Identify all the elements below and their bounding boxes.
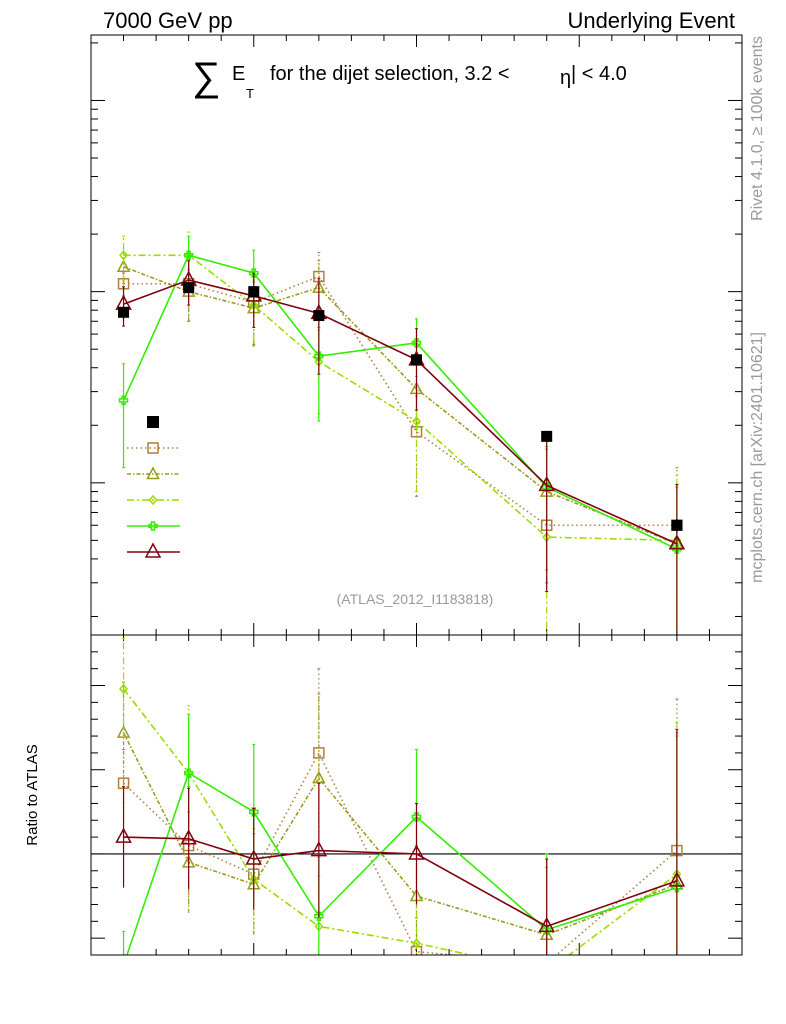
title-et: E xyxy=(232,63,245,85)
atlas-data-point xyxy=(411,354,422,366)
p370-ratio-line xyxy=(123,836,678,928)
ratio-axis-label: Ratio to ATLAS xyxy=(24,744,41,845)
main-plot-area xyxy=(115,231,686,635)
atlas-data-point xyxy=(671,519,683,531)
title-text: for the dijet selection, 3.2 < xyxy=(270,63,510,85)
legend-p349-marker xyxy=(148,521,158,531)
p348-ratio-point xyxy=(412,938,421,949)
p370-point xyxy=(538,475,555,492)
atlas-data-point xyxy=(313,310,325,322)
legend-p346-marker xyxy=(147,442,159,454)
p349-ratio-point xyxy=(314,911,324,922)
p349-ratio-point xyxy=(120,961,128,969)
p346-line xyxy=(123,275,677,527)
p349-ratio-point xyxy=(672,882,682,893)
p348-point xyxy=(119,250,129,261)
p370-point xyxy=(668,534,686,550)
p370-ratio-point xyxy=(115,827,132,843)
atlas-data-point xyxy=(248,286,260,298)
title-eta: η xyxy=(560,67,571,89)
p349-point xyxy=(183,250,194,261)
legend-p347-marker xyxy=(146,466,160,480)
p370-ratio-point xyxy=(538,916,555,933)
p349-ratio-point xyxy=(249,807,259,817)
p348-ratio-point xyxy=(543,968,550,976)
main-axes xyxy=(90,35,743,635)
p348-ratio-line xyxy=(122,688,678,955)
p370-ratio-point xyxy=(245,849,263,865)
p349-point xyxy=(249,268,259,278)
p347-point xyxy=(116,259,131,272)
p349-point xyxy=(118,395,129,406)
title-text-end: | < 4.0 xyxy=(571,63,627,85)
p370-line xyxy=(123,279,678,545)
p370-ratio-point xyxy=(180,829,197,845)
header-energy: 7000 GeV pp xyxy=(103,8,233,33)
p346-ratio-point xyxy=(542,958,552,968)
rivet-version-label: Rivet 4.1.0, ≥ 100k events xyxy=(749,36,766,221)
p347-line xyxy=(123,265,678,545)
legend-p348-marker xyxy=(148,494,158,506)
p349-ratio-point xyxy=(411,812,422,822)
legend xyxy=(127,416,180,558)
p349-point xyxy=(314,351,324,361)
p348-line xyxy=(123,254,677,542)
p349-ratio-point xyxy=(183,768,194,778)
p370-ratio-point xyxy=(668,871,686,887)
atlas-data-point xyxy=(541,430,553,442)
p349-line xyxy=(122,254,678,550)
ratio-plot-area xyxy=(115,637,686,976)
p348-ratio-point xyxy=(119,683,129,695)
title-et-subscript: T xyxy=(246,86,254,101)
p370-ratio-point xyxy=(408,844,425,860)
p348-point xyxy=(412,416,421,427)
mcplots-label: mcplots.cern.ch [arXiv:2401.10621] xyxy=(749,332,766,583)
analysis-id: (ATLAS_2012_I1183818) xyxy=(337,591,494,607)
atlas-data-point xyxy=(118,306,130,318)
atlas-data-point xyxy=(183,282,195,294)
p349-point xyxy=(411,338,422,348)
title-sum-symbol: ∑ xyxy=(192,55,221,99)
legend-atlas-marker xyxy=(147,416,159,428)
header-topic: Underlying Event xyxy=(567,8,735,33)
p347-ratio-point xyxy=(312,770,326,784)
legend-p370-marker xyxy=(144,542,162,558)
p370-ratio-point xyxy=(310,840,328,857)
p349-point xyxy=(672,544,682,554)
ratio-frame xyxy=(90,634,743,956)
